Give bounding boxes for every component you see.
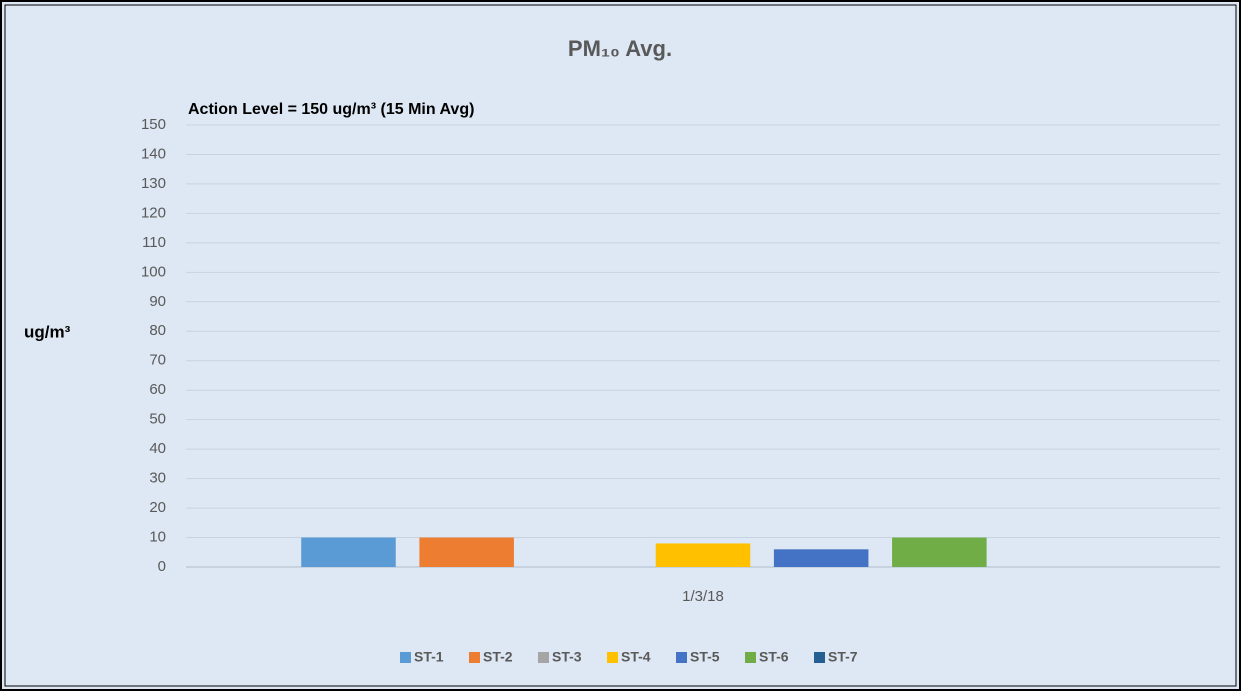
- y-tick-label: 40: [149, 440, 166, 457]
- y-tick-label: 0: [158, 558, 166, 575]
- legend-label: ST-5: [690, 649, 720, 665]
- legend-swatch: [469, 652, 480, 663]
- y-tick-label: 110: [142, 234, 166, 251]
- legend-swatch: [814, 652, 825, 663]
- legend-label: ST-6: [759, 649, 789, 665]
- annotation: Action Level = 150 ug/m³ (15 Min Avg): [188, 101, 474, 118]
- bar: [655, 543, 751, 567]
- y-tick-label: 50: [149, 411, 166, 428]
- legend-swatch: [538, 652, 549, 663]
- y-tick-label: 30: [149, 470, 166, 487]
- legend-label: ST-1: [414, 649, 444, 665]
- legend-swatch: [676, 652, 687, 663]
- y-tick-label: 130: [141, 175, 166, 192]
- y-tick-label: 100: [141, 263, 166, 280]
- y-tick-label: 70: [149, 352, 166, 369]
- chart-title: PM₁₀ Avg.: [568, 36, 672, 61]
- x-tick-label: 1/3/18: [682, 588, 724, 605]
- bar: [892, 537, 987, 567]
- bar: [419, 537, 514, 567]
- legend-swatch: [607, 652, 618, 663]
- y-tick-label: 150: [141, 116, 166, 133]
- y-axis-label: ug/m³: [24, 322, 71, 341]
- legend-label: ST-7: [828, 649, 858, 665]
- y-tick-label: 140: [141, 145, 166, 162]
- legend-label: ST-4: [621, 649, 651, 665]
- y-tick-label: 20: [149, 499, 166, 516]
- y-tick-label: 90: [149, 293, 166, 310]
- bar: [301, 537, 396, 567]
- legend-swatch: [745, 652, 756, 663]
- y-tick-label: 80: [149, 322, 166, 339]
- chart-inner-frame: [4, 4, 1237, 687]
- y-tick-label: 60: [149, 381, 166, 398]
- bar: [773, 549, 869, 567]
- y-tick-label: 10: [149, 529, 166, 546]
- legend-swatch: [400, 652, 411, 663]
- y-tick-label: 120: [141, 204, 166, 221]
- legend-label: ST-3: [552, 649, 582, 665]
- legend-label: ST-2: [483, 649, 513, 665]
